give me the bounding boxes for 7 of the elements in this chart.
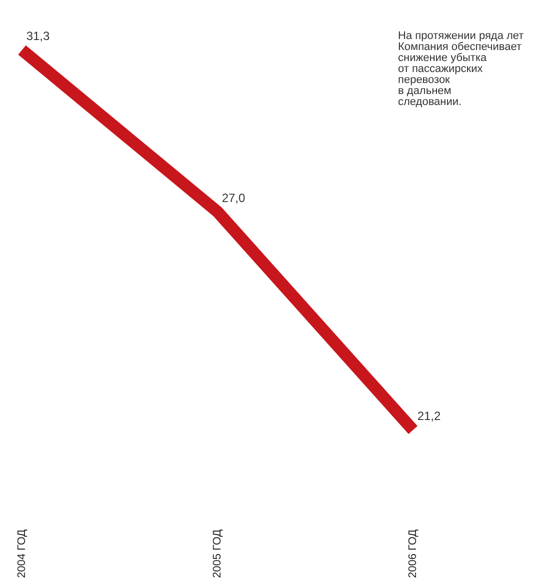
x-tick-label: 2006 ГОД bbox=[407, 528, 419, 578]
data-label: 27,0 bbox=[222, 190, 246, 205]
data-label: 21,2 bbox=[417, 409, 441, 423]
x-tick-label: 2004 ГОД bbox=[16, 528, 28, 578]
annotation: На протяжении ряда лет Компания обеспечивает снижение убытка от пассажирских перевозок в дальнем следовании. bbox=[398, 30, 524, 108]
x-tick-label: 2005 ГОД bbox=[212, 528, 224, 578]
data-label: 31,3 bbox=[26, 29, 50, 43]
